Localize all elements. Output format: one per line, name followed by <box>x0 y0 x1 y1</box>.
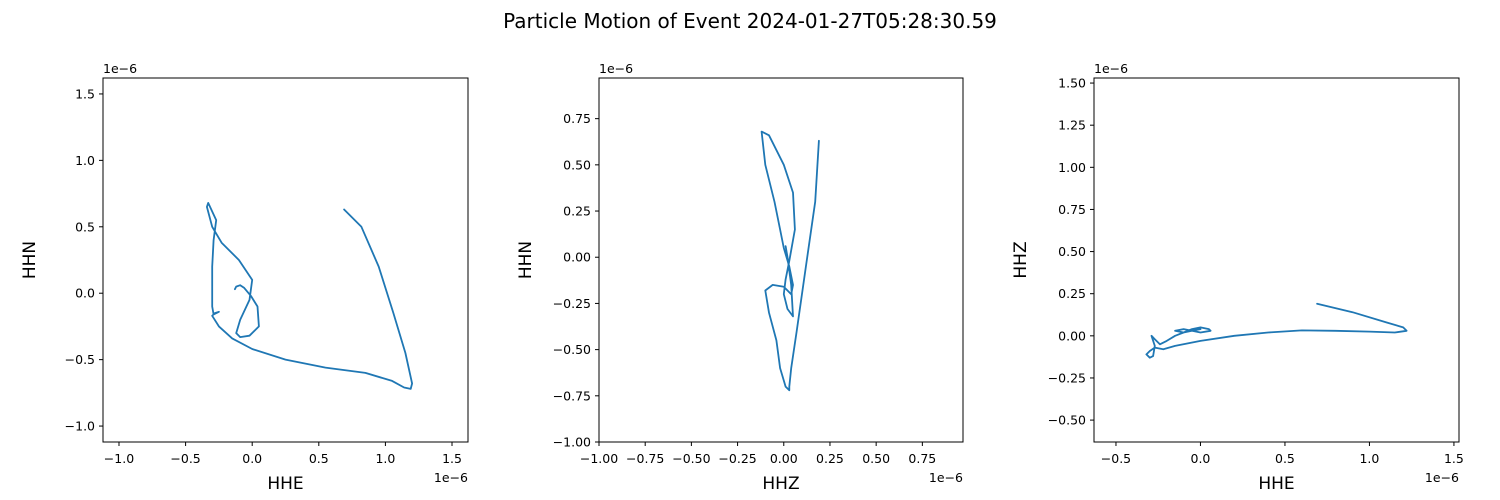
y-tick-label: −0.25 <box>553 296 591 311</box>
particle-trace-3 <box>1145 302 1408 359</box>
y-tick-label: 0.50 <box>563 157 591 172</box>
particle-trace-2 <box>760 130 820 392</box>
y-tick-label: 1.00 <box>1058 160 1086 175</box>
x-tick-label: −0.5 <box>170 451 200 466</box>
y-tick-label: −1.0 <box>65 419 95 434</box>
axes-frame-3 <box>1093 77 1460 443</box>
y-axis-label: HHZ <box>1011 241 1031 278</box>
y-offset-label: 1e−6 <box>103 61 137 76</box>
x-tick-label: 0.0 <box>1191 451 1211 466</box>
x-tick-label: 1.5 <box>442 451 462 466</box>
y-offset-label: 1e−6 <box>1094 61 1128 76</box>
y-tick-label: 0.00 <box>1058 328 1086 343</box>
x-tick-label: 0.25 <box>816 451 844 466</box>
y-tick-label: 0.5 <box>75 219 95 234</box>
y-tick-label: −0.50 <box>1048 413 1086 428</box>
y-tick-label: 0.25 <box>563 204 591 219</box>
x-tick-label: −0.50 <box>672 451 710 466</box>
y-tick-label: 0.25 <box>1058 286 1086 301</box>
x-axis-label: HHZ <box>762 474 799 494</box>
x-offset-label: 1e−6 <box>929 470 963 485</box>
axes-frame-1 <box>102 77 469 443</box>
x-axis-label: HHE <box>267 474 303 494</box>
y-tick-label: 0.00 <box>563 250 591 265</box>
x-tick-label: 0.5 <box>1275 451 1295 466</box>
x-tick-label: 0.50 <box>862 451 890 466</box>
x-tick-label: 0.5 <box>309 451 329 466</box>
y-tick-label: 1.50 <box>1058 76 1086 91</box>
particle-trace-1 <box>206 202 413 390</box>
x-axis-label: HHE <box>1258 474 1294 494</box>
y-tick-label: −0.75 <box>553 388 591 403</box>
x-tick-label: 1.0 <box>1359 451 1379 466</box>
x-offset-label: 1e−6 <box>1425 470 1459 485</box>
y-tick-label: −0.50 <box>553 342 591 357</box>
y-tick-label: 0.75 <box>1058 202 1086 217</box>
y-tick-label: −1.00 <box>553 435 591 450</box>
subplot-2: −1.00 −0.75 −0.50 −0.25 0.00 0.25 0.50 0.75 −1.0… <box>516 61 964 494</box>
y-tick-label: −0.25 <box>1048 370 1086 385</box>
x-tick-label: 0.00 <box>770 451 798 466</box>
x-tick-label: 0.75 <box>908 451 936 466</box>
y-tick-label: 0.50 <box>1058 244 1086 259</box>
x-tick-label: −0.5 <box>1101 451 1131 466</box>
y-tick-label: 1.0 <box>75 153 95 168</box>
y-offset-label: 1e−6 <box>599 61 633 76</box>
x-tick-label: −0.25 <box>718 451 756 466</box>
subplot-3: −0.5 0.0 0.5 1.0 1.5 −0.50 −0.25 0.00 0.25 0.50 0.… <box>1011 61 1464 494</box>
y-tick-label: 1.5 <box>75 86 95 101</box>
y-tick-label: 1.25 <box>1058 118 1086 133</box>
y-axis-label: HHN <box>516 241 536 279</box>
y-axis-label: HHN <box>20 241 40 279</box>
x-tick-label: 1.0 <box>375 451 395 466</box>
figure-title: Particle Motion of Event 2024-01-27T05:2… <box>503 9 997 33</box>
y-tick-label: 0.0 <box>75 286 95 301</box>
x-tick-label: 0.0 <box>242 451 262 466</box>
y-tick-label: −0.5 <box>65 352 95 367</box>
axes-frame-2 <box>598 77 964 443</box>
y-tick-label: 0.75 <box>563 111 591 126</box>
x-offset-label: 1e−6 <box>434 470 468 485</box>
subplot-panels: −1.0 −0.5 0.0 0.5 1.0 1.5 −1.0 −0.5 0.0 0.5 1.0 1.5… <box>20 61 1464 494</box>
x-tick-label: −1.00 <box>580 451 618 466</box>
subplot-1: −1.0 −0.5 0.0 0.5 1.0 1.5 −1.0 −0.5 0.0 0.5 1.0 1.5… <box>20 61 469 494</box>
x-tick-label: −1.0 <box>104 451 134 466</box>
x-tick-label: 1.5 <box>1444 451 1464 466</box>
x-tick-label: −0.75 <box>626 451 664 466</box>
